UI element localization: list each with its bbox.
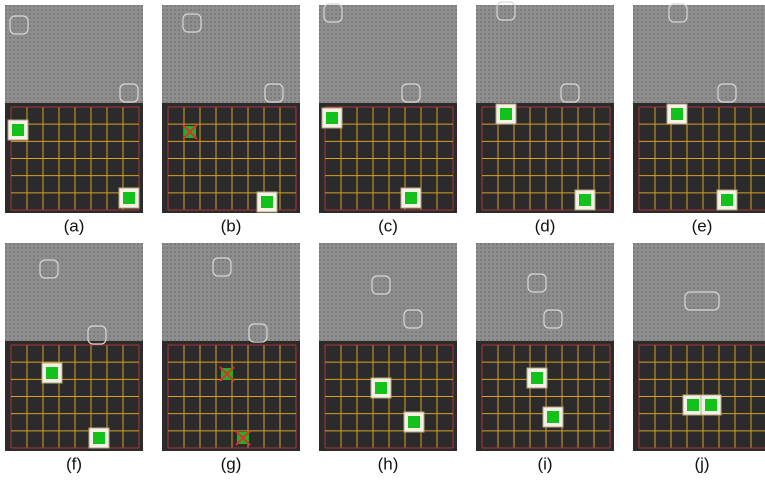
panel-label: (e) bbox=[692, 216, 713, 235]
camera-view bbox=[476, 5, 614, 103]
panel bbox=[633, 243, 765, 451]
marker bbox=[261, 196, 273, 208]
marker bbox=[46, 367, 58, 379]
marker bbox=[93, 432, 105, 444]
panel bbox=[5, 243, 143, 451]
panel-label: (g) bbox=[221, 454, 242, 473]
marker bbox=[500, 108, 512, 120]
camera-view bbox=[162, 243, 300, 341]
marker bbox=[547, 411, 559, 423]
panel bbox=[319, 243, 457, 451]
figure: (a) (b) (c) (d) (e) (f) (g) (h) (i) (j) bbox=[0, 0, 765, 484]
panel-label: (f) bbox=[66, 454, 82, 473]
marker bbox=[579, 194, 591, 206]
camera-view bbox=[5, 243, 143, 341]
camera-view bbox=[319, 243, 457, 341]
panel bbox=[633, 4, 765, 213]
marker bbox=[705, 399, 717, 411]
camera-view bbox=[319, 5, 457, 103]
panel-label: (a) bbox=[64, 216, 85, 235]
panel bbox=[5, 5, 143, 213]
panel-label: (c) bbox=[378, 216, 398, 235]
marker bbox=[123, 192, 135, 204]
marker bbox=[408, 416, 420, 428]
panel-label: (j) bbox=[694, 454, 709, 473]
marker bbox=[687, 399, 699, 411]
panel bbox=[319, 4, 457, 213]
panel bbox=[476, 243, 614, 451]
marker bbox=[721, 194, 733, 206]
marker bbox=[326, 112, 338, 124]
marker bbox=[531, 372, 543, 384]
panel-label: (d) bbox=[535, 216, 556, 235]
panel bbox=[162, 5, 300, 213]
marker bbox=[375, 382, 387, 394]
panel bbox=[476, 2, 614, 213]
marker bbox=[671, 108, 683, 120]
marker bbox=[405, 192, 417, 204]
marker bbox=[12, 124, 24, 136]
panel-label: (b) bbox=[221, 216, 242, 235]
panel bbox=[162, 243, 300, 451]
camera-view bbox=[5, 5, 143, 103]
panel-label: (i) bbox=[537, 454, 552, 473]
panel-label: (h) bbox=[378, 454, 399, 473]
camera-view bbox=[633, 5, 765, 103]
